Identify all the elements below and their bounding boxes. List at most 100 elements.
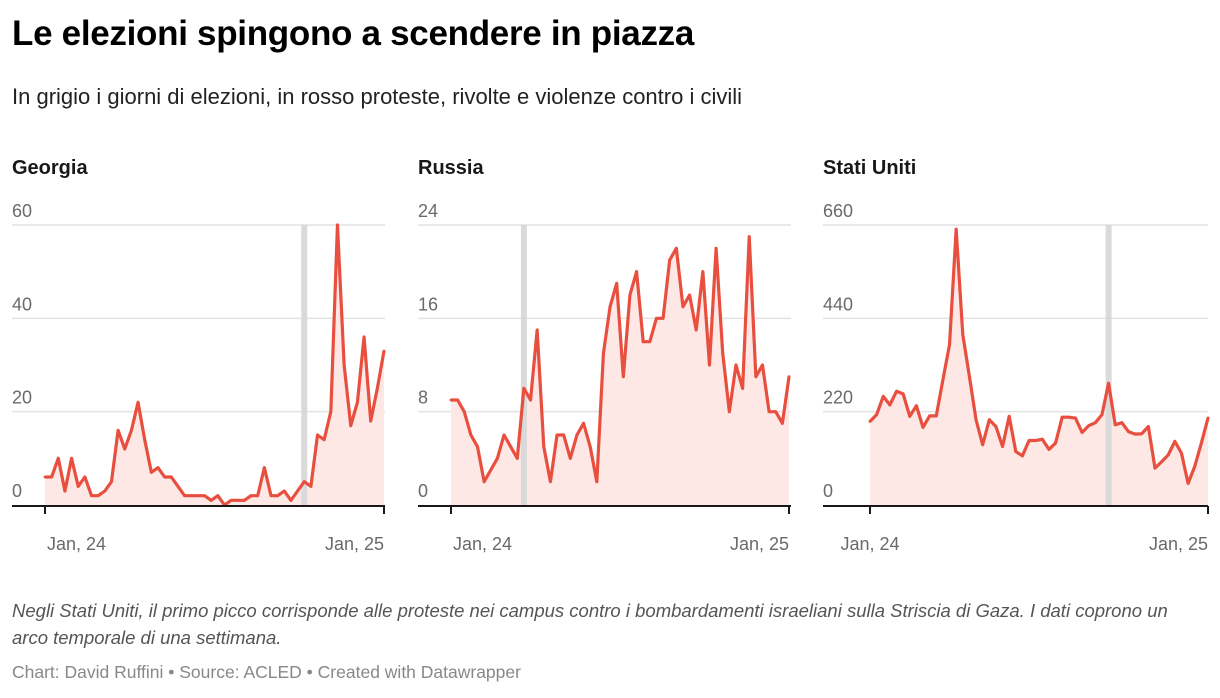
data-point xyxy=(908,414,912,418)
data-point xyxy=(981,443,985,447)
data-point xyxy=(928,414,932,418)
data-point xyxy=(1014,450,1018,453)
data-point xyxy=(721,351,725,355)
chart-title: Le elezioni spingono a scendere in piazz… xyxy=(12,14,695,53)
chart-subtitle: In grigio i giorni di elezioni, in rosso… xyxy=(12,84,743,109)
data-point xyxy=(1087,424,1091,428)
data-point xyxy=(529,398,532,402)
data-point xyxy=(349,424,353,428)
data-point xyxy=(582,421,585,425)
data-point xyxy=(229,498,233,502)
data-point xyxy=(216,494,220,498)
data-point xyxy=(542,445,546,449)
data-point xyxy=(555,433,559,437)
data-point xyxy=(648,340,652,344)
data-point xyxy=(209,498,213,502)
data-point xyxy=(103,489,107,493)
data-point xyxy=(1199,441,1203,445)
y-tick-label: 220 xyxy=(823,388,853,408)
data-point xyxy=(641,340,645,344)
data-point xyxy=(1173,439,1177,443)
data-point xyxy=(914,404,918,408)
data-point xyxy=(1007,414,1011,418)
data-point xyxy=(1186,481,1190,485)
data-point xyxy=(661,316,665,320)
x-tick-label: Jan, 24 xyxy=(453,534,512,554)
data-point xyxy=(449,398,453,402)
data-point xyxy=(502,433,506,437)
y-tick-label: 0 xyxy=(12,481,22,501)
data-point xyxy=(628,293,632,297)
data-point xyxy=(289,498,293,502)
data-point xyxy=(588,445,592,449)
data-point xyxy=(615,281,619,285)
data-point xyxy=(1001,445,1004,448)
data-point xyxy=(595,480,599,484)
data-point xyxy=(1040,437,1044,441)
data-point xyxy=(974,418,978,422)
data-point xyxy=(322,438,326,442)
chart-georgia: 0 20 40 60 Jan, 24 Jan, 25 xyxy=(12,201,386,554)
y-tick-label: 0 xyxy=(823,481,833,501)
data-point xyxy=(934,414,938,418)
data-point xyxy=(994,425,998,428)
data-point xyxy=(1133,432,1137,436)
data-point xyxy=(130,428,133,432)
data-point xyxy=(136,400,140,404)
data-point xyxy=(954,227,958,231)
data-point xyxy=(462,410,466,414)
data-point xyxy=(143,438,147,442)
data-point xyxy=(282,489,286,493)
panel-georgia: Georgia 0 20 40 60 Jan, 24 Jan, 25 xyxy=(12,150,412,560)
data-point xyxy=(149,470,153,474)
election-marker xyxy=(1105,225,1112,505)
data-point xyxy=(1166,453,1170,457)
area-fill xyxy=(870,229,1208,505)
y-tick-label: 8 xyxy=(418,388,428,408)
data-point xyxy=(156,466,160,470)
y-tick-label: 24 xyxy=(418,201,438,221)
data-point xyxy=(469,433,473,437)
data-point xyxy=(881,394,885,398)
data-point xyxy=(336,223,339,227)
data-point xyxy=(342,363,346,367)
data-point xyxy=(875,413,879,417)
data-point xyxy=(741,386,745,390)
data-point xyxy=(1047,448,1051,451)
data-point xyxy=(176,484,180,488)
data-point xyxy=(901,392,905,396)
panel-title: Russia xyxy=(418,157,484,179)
data-point xyxy=(515,456,519,460)
data-point xyxy=(456,398,460,402)
data-point xyxy=(262,466,266,470)
chart-byline: Chart: David Ruffini • Source: ACLED • C… xyxy=(12,662,521,682)
data-point xyxy=(90,494,93,498)
data-point xyxy=(608,305,612,309)
data-point xyxy=(236,498,240,502)
data-point xyxy=(203,494,206,498)
data-point xyxy=(196,494,200,498)
data-point xyxy=(1193,464,1197,468)
data-point xyxy=(1100,413,1104,417)
x-tick-label: Jan, 25 xyxy=(730,534,789,554)
data-point xyxy=(1180,451,1183,455)
data-point xyxy=(189,494,193,498)
data-point xyxy=(63,489,67,493)
x-tick-label: Jan, 25 xyxy=(1149,534,1208,554)
data-point xyxy=(767,410,771,414)
data-point xyxy=(522,386,526,390)
data-point xyxy=(309,484,313,488)
series-line xyxy=(451,235,791,484)
data-point xyxy=(968,375,971,378)
chart-notes: Negli Stati Uniti, il primo picco corris… xyxy=(12,600,1168,648)
data-point xyxy=(1080,431,1084,434)
data-point xyxy=(668,258,672,262)
data-point xyxy=(1153,466,1157,470)
data-point xyxy=(1146,425,1150,428)
data-point xyxy=(1027,439,1031,442)
data-point xyxy=(774,410,778,414)
data-point xyxy=(482,480,486,484)
data-point xyxy=(1067,415,1071,419)
data-point xyxy=(269,494,273,498)
data-point xyxy=(509,445,513,449)
